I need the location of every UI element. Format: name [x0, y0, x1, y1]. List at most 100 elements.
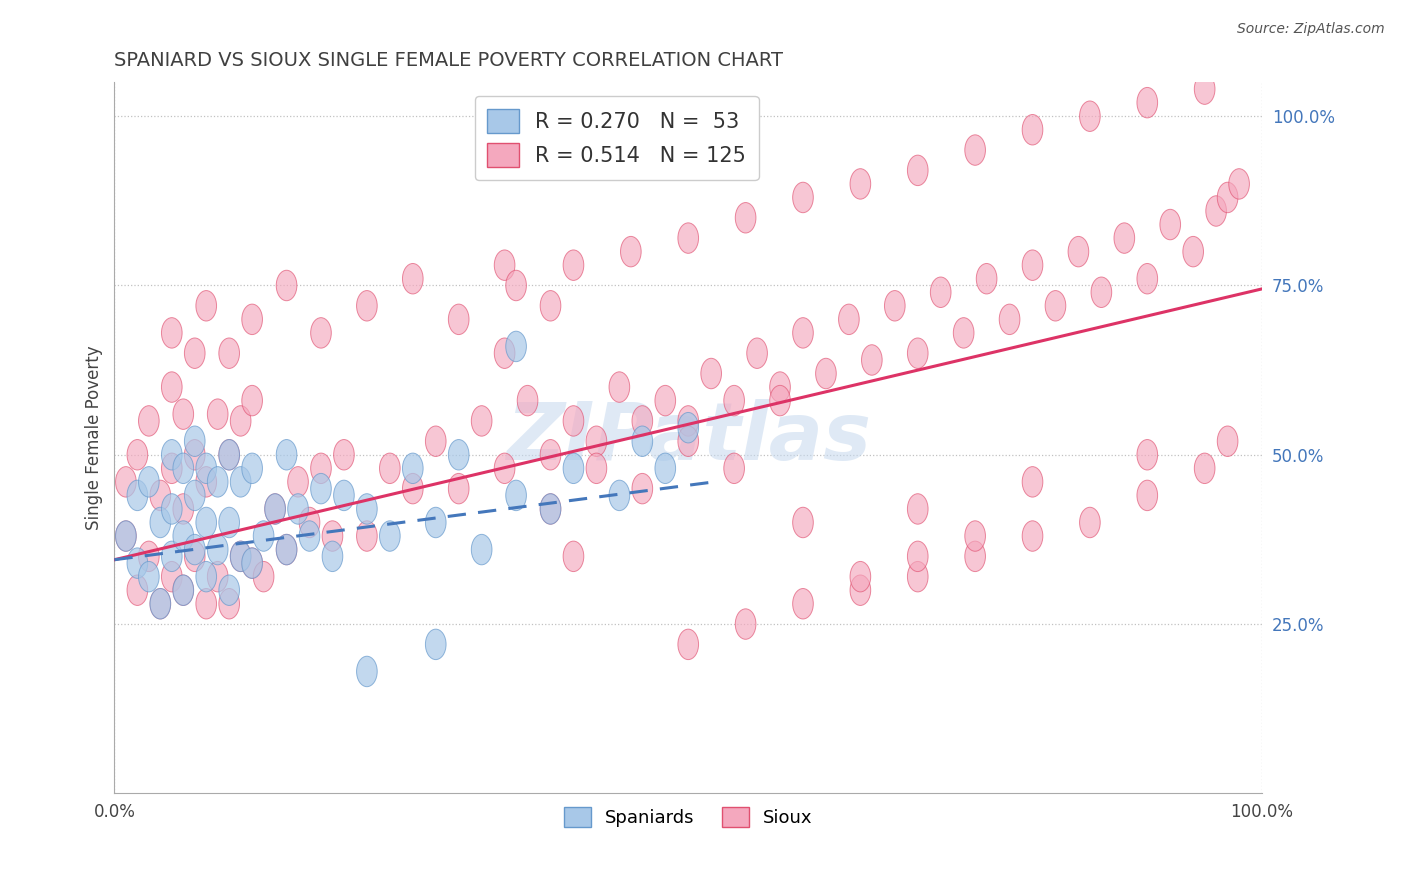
Ellipse shape [884, 291, 905, 321]
Ellipse shape [276, 534, 297, 565]
Ellipse shape [127, 440, 148, 470]
Ellipse shape [953, 318, 974, 348]
Ellipse shape [564, 250, 583, 280]
Ellipse shape [1080, 508, 1101, 538]
Ellipse shape [609, 480, 630, 510]
Ellipse shape [747, 338, 768, 368]
Ellipse shape [1022, 467, 1043, 497]
Ellipse shape [173, 575, 194, 606]
Ellipse shape [678, 629, 699, 659]
Ellipse shape [851, 575, 870, 606]
Ellipse shape [195, 453, 217, 483]
Ellipse shape [162, 453, 183, 483]
Ellipse shape [931, 277, 950, 308]
Ellipse shape [907, 493, 928, 524]
Ellipse shape [1206, 195, 1226, 227]
Ellipse shape [449, 474, 470, 504]
Ellipse shape [150, 480, 170, 510]
Ellipse shape [253, 521, 274, 551]
Ellipse shape [907, 541, 928, 572]
Ellipse shape [219, 338, 239, 368]
Ellipse shape [769, 372, 790, 402]
Ellipse shape [976, 263, 997, 294]
Ellipse shape [184, 338, 205, 368]
Ellipse shape [253, 561, 274, 592]
Ellipse shape [184, 480, 205, 510]
Ellipse shape [506, 270, 526, 301]
Ellipse shape [242, 548, 263, 578]
Ellipse shape [219, 508, 239, 538]
Ellipse shape [449, 440, 470, 470]
Ellipse shape [1091, 277, 1112, 308]
Ellipse shape [219, 589, 239, 619]
Ellipse shape [115, 467, 136, 497]
Ellipse shape [288, 467, 308, 497]
Y-axis label: Single Female Poverty: Single Female Poverty [86, 345, 103, 530]
Ellipse shape [380, 521, 401, 551]
Ellipse shape [609, 372, 630, 402]
Ellipse shape [965, 135, 986, 165]
Ellipse shape [793, 318, 813, 348]
Ellipse shape [195, 561, 217, 592]
Ellipse shape [173, 399, 194, 429]
Ellipse shape [219, 440, 239, 470]
Ellipse shape [184, 541, 205, 572]
Ellipse shape [735, 609, 756, 640]
Ellipse shape [838, 304, 859, 334]
Ellipse shape [311, 453, 332, 483]
Ellipse shape [1000, 304, 1019, 334]
Ellipse shape [724, 385, 744, 416]
Ellipse shape [184, 426, 205, 457]
Ellipse shape [162, 561, 183, 592]
Ellipse shape [322, 521, 343, 551]
Ellipse shape [402, 453, 423, 483]
Ellipse shape [1137, 87, 1157, 118]
Ellipse shape [1160, 210, 1181, 240]
Ellipse shape [1080, 101, 1101, 131]
Ellipse shape [207, 561, 228, 592]
Ellipse shape [299, 521, 319, 551]
Ellipse shape [700, 359, 721, 389]
Ellipse shape [564, 406, 583, 436]
Ellipse shape [402, 263, 423, 294]
Ellipse shape [357, 291, 377, 321]
Ellipse shape [219, 575, 239, 606]
Ellipse shape [311, 318, 332, 348]
Ellipse shape [678, 406, 699, 436]
Ellipse shape [540, 291, 561, 321]
Ellipse shape [1022, 114, 1043, 145]
Ellipse shape [139, 406, 159, 436]
Ellipse shape [1022, 521, 1043, 551]
Ellipse shape [127, 575, 148, 606]
Ellipse shape [276, 270, 297, 301]
Ellipse shape [1229, 169, 1250, 199]
Ellipse shape [586, 426, 607, 457]
Ellipse shape [678, 223, 699, 253]
Ellipse shape [127, 548, 148, 578]
Ellipse shape [150, 589, 170, 619]
Ellipse shape [1137, 440, 1157, 470]
Ellipse shape [173, 521, 194, 551]
Ellipse shape [655, 385, 676, 416]
Ellipse shape [264, 493, 285, 524]
Ellipse shape [402, 474, 423, 504]
Ellipse shape [195, 508, 217, 538]
Ellipse shape [242, 453, 263, 483]
Ellipse shape [631, 474, 652, 504]
Ellipse shape [333, 480, 354, 510]
Ellipse shape [678, 426, 699, 457]
Ellipse shape [127, 480, 148, 510]
Ellipse shape [139, 561, 159, 592]
Ellipse shape [311, 474, 332, 504]
Ellipse shape [1114, 223, 1135, 253]
Ellipse shape [620, 236, 641, 267]
Ellipse shape [907, 561, 928, 592]
Ellipse shape [724, 453, 744, 483]
Ellipse shape [564, 541, 583, 572]
Ellipse shape [357, 657, 377, 687]
Text: ZIPatlas: ZIPatlas [506, 399, 870, 477]
Ellipse shape [231, 467, 252, 497]
Ellipse shape [333, 440, 354, 470]
Ellipse shape [299, 508, 319, 538]
Ellipse shape [231, 541, 252, 572]
